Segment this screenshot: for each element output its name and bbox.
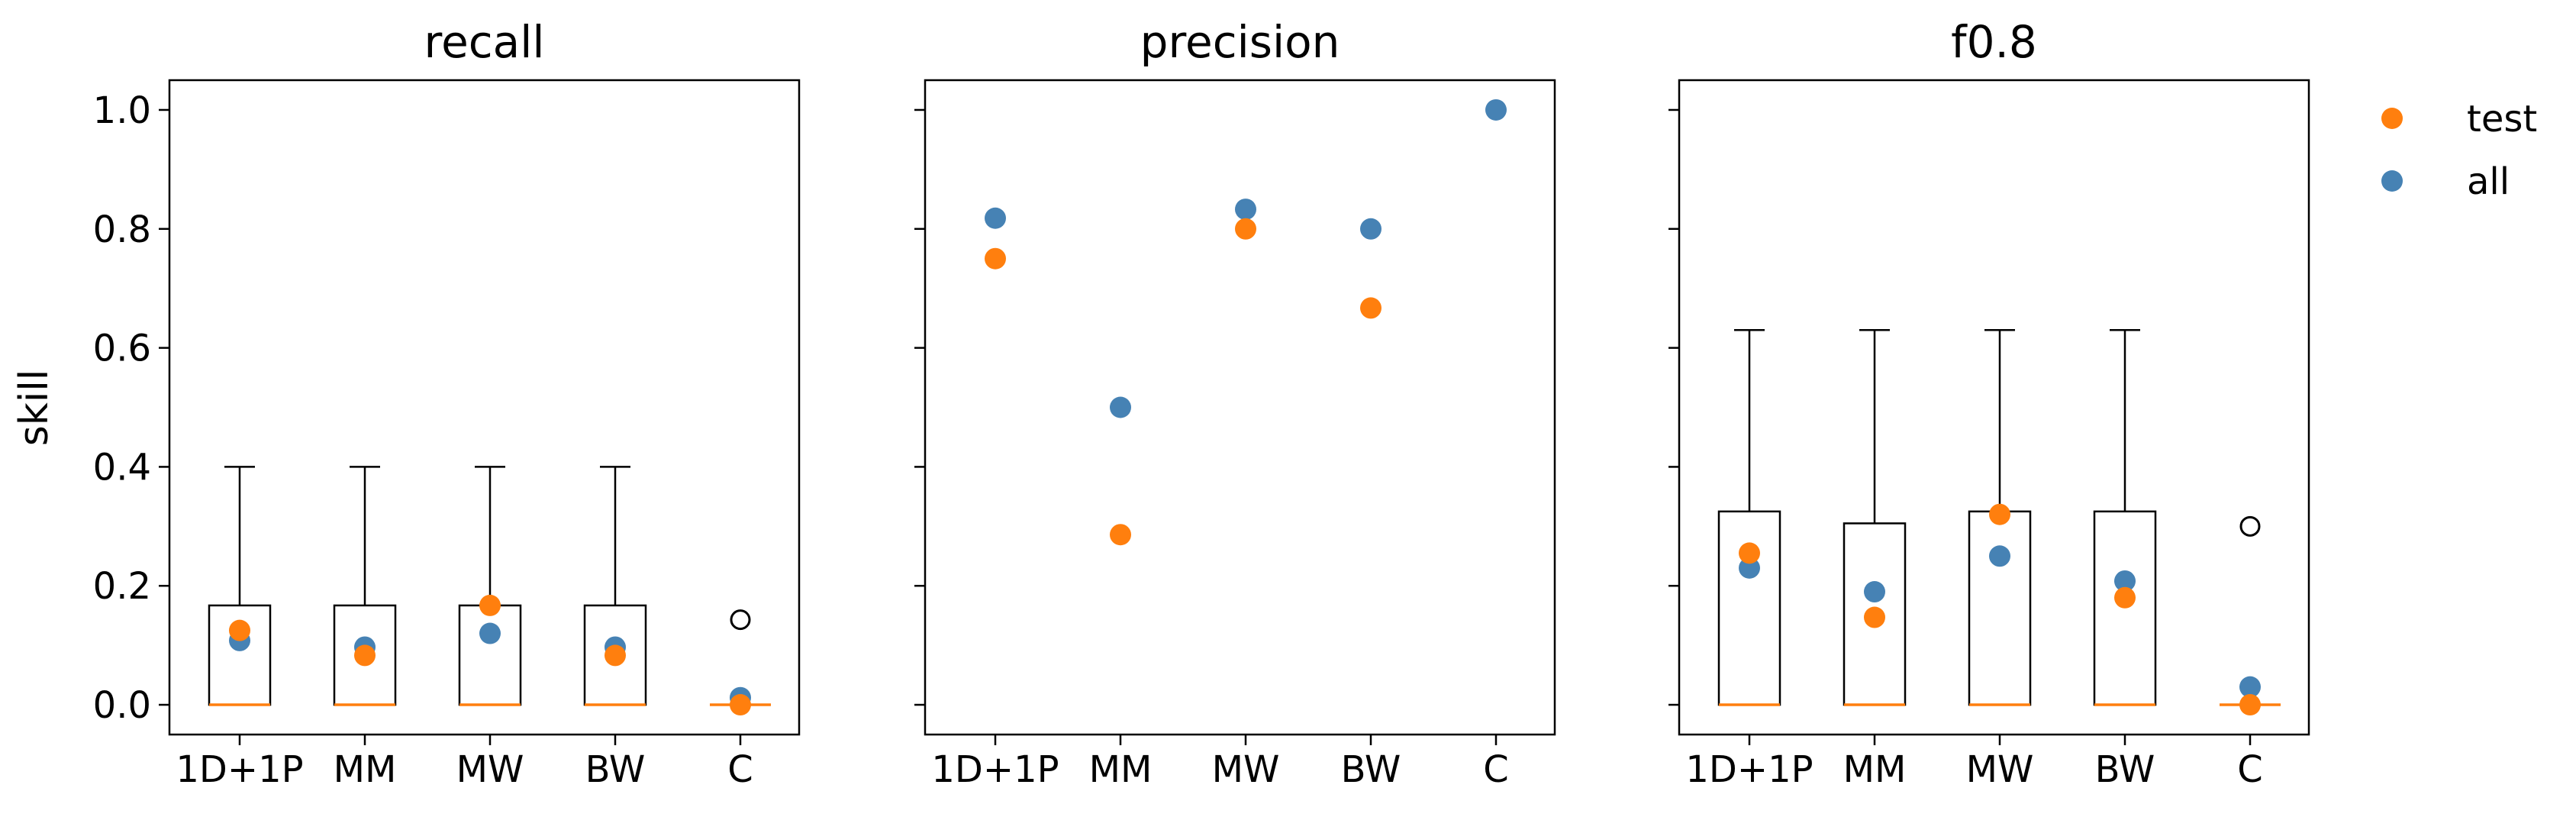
test-point [229, 619, 250, 641]
flier-point [730, 609, 751, 631]
all-point [2114, 570, 2136, 592]
x-tick-label: 1D+1P [176, 748, 303, 791]
test-point [1110, 524, 1131, 546]
x-tick-label: MM [334, 748, 397, 791]
all-point [2239, 676, 2261, 698]
test-point [1235, 218, 1256, 240]
panels: recall 0.0 0.2 0.4 0.6 0.8 1.0 1D+1P MM MW BW Cprec… [93, 16, 2310, 791]
box-1 [1843, 328, 1907, 706]
all-point [1864, 581, 1885, 603]
x-tick-label: MM [1843, 748, 1907, 791]
test-point [2239, 694, 2261, 716]
y-tick-label: 0.8 [93, 208, 151, 251]
test-point [354, 644, 376, 667]
plot-frame [1678, 79, 2310, 736]
y-tick-label: 0.2 [93, 565, 151, 608]
box-body [1717, 510, 1781, 706]
all-point [1360, 218, 1381, 240]
all-point [1989, 545, 2010, 567]
legend-marker-all [2381, 170, 2403, 192]
x-tick-label: BW [585, 748, 646, 791]
legend-label-all: all [2467, 160, 2510, 203]
panel-2: f0.8 1D+1P MM MW BW C [1668, 16, 2310, 791]
test-point [605, 644, 626, 667]
x-tick-label: MW [456, 748, 524, 791]
x-tick-label: MW [1966, 748, 2034, 791]
panel-title: precision [1140, 16, 1340, 68]
box-body [1968, 510, 2032, 706]
panel-title: recall [424, 16, 545, 68]
flier-point [2239, 515, 2261, 537]
all-point [479, 622, 501, 644]
legend-label-test: test [2467, 98, 2537, 140]
box-3 [583, 466, 647, 706]
plot-frame [168, 79, 801, 736]
panel-1: precision 1D+1P MM MW BW C [914, 16, 1556, 791]
box-1 [333, 466, 397, 706]
x-tick-label: C [2237, 748, 2263, 791]
box-2 [458, 466, 522, 706]
x-tick-label: C [1483, 748, 1509, 791]
all-point [1110, 396, 1131, 418]
all-point [1235, 199, 1256, 221]
test-point [730, 694, 751, 716]
x-tick-label: 1D+1P [931, 748, 1059, 791]
test-point [1989, 503, 2010, 525]
y-tick-label: 0.4 [93, 446, 151, 489]
x-tick-label: BW [1341, 748, 1401, 791]
plot-frame [924, 79, 1556, 736]
x-tick-label: MM [1089, 748, 1153, 791]
box-0 [208, 466, 272, 706]
box-body [458, 604, 522, 706]
panel-title: f0.8 [1951, 16, 2037, 68]
test-point [1739, 542, 1760, 564]
y-tick-label: 1.0 [93, 89, 151, 132]
legend-marker-test [2381, 108, 2403, 129]
x-tick-label: BW [2095, 748, 2155, 791]
box-3 [2093, 328, 2157, 706]
all-point [985, 207, 1006, 229]
legend: test all [2381, 98, 2537, 203]
test-point [479, 594, 501, 616]
all-point [1739, 557, 1760, 579]
y-axis-label: skill [11, 370, 57, 447]
x-tick-label: C [727, 748, 753, 791]
x-tick-label: MW [1212, 748, 1280, 791]
test-point [2114, 586, 2136, 609]
test-point [1360, 297, 1381, 319]
test-point [1864, 606, 1885, 628]
all-point [1485, 98, 1507, 121]
y-tick-label: 0.0 [93, 684, 151, 727]
test-point [985, 247, 1006, 270]
box-0 [1717, 328, 1781, 706]
box-2 [1968, 328, 2032, 706]
y-tick-label: 0.6 [93, 328, 151, 370]
panel-0: recall 0.0 0.2 0.4 0.6 0.8 1.0 1D+1P MM MW BW C [93, 16, 801, 791]
x-tick-label: 1D+1P [1685, 748, 1813, 791]
